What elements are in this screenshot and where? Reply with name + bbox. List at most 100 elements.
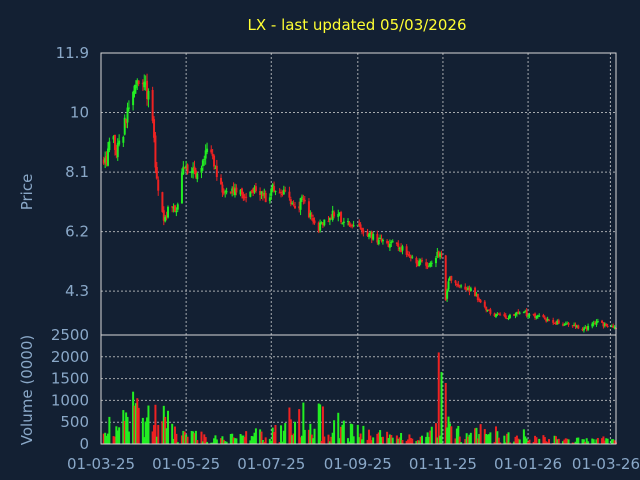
volume-bar — [493, 442, 496, 444]
candle-down — [594, 323, 597, 325]
volume-bar — [341, 424, 344, 444]
volume-bar — [427, 436, 430, 444]
volume-bar — [474, 428, 477, 444]
volume-bar — [425, 436, 428, 444]
candle-down — [407, 254, 410, 256]
candle-up — [546, 319, 549, 321]
volume-bar — [349, 423, 352, 444]
candle-down — [525, 310, 528, 316]
volume-bar — [123, 420, 126, 444]
volume-bar — [229, 433, 232, 444]
candle-up — [320, 222, 323, 224]
volume-bar — [104, 432, 107, 444]
volume-bar — [602, 436, 605, 444]
candle-down — [278, 192, 281, 194]
candle-up — [106, 148, 109, 166]
candle-down — [115, 147, 118, 156]
volume-bar — [281, 441, 284, 444]
volume-bar — [309, 423, 312, 444]
candle-up — [132, 92, 135, 106]
candle-up — [175, 210, 178, 213]
candle-up — [239, 189, 242, 195]
volume-bar — [548, 439, 551, 444]
candle-up — [390, 242, 393, 244]
volume-bar — [284, 423, 287, 444]
volume-bar — [153, 425, 156, 444]
candle-down — [499, 314, 502, 316]
candle-down — [313, 220, 316, 224]
volume-bar — [105, 435, 108, 444]
volume-bar — [225, 441, 228, 444]
candle-down — [440, 254, 443, 256]
candle-up — [224, 191, 227, 193]
volume-bar — [426, 432, 429, 444]
candle-up — [134, 84, 137, 89]
candle-up — [116, 142, 119, 158]
volume-bar — [563, 439, 566, 444]
candle-down — [455, 283, 458, 285]
candle-up — [164, 216, 167, 222]
price-candles — [102, 73, 617, 333]
volume-bar — [264, 437, 267, 444]
volume-bar — [458, 436, 461, 444]
candle-down — [612, 325, 615, 328]
volume-bar — [182, 430, 185, 444]
volume-bar — [603, 440, 606, 444]
candle-up — [203, 158, 206, 160]
candle-down — [409, 256, 412, 259]
candle-up — [136, 80, 139, 85]
candle-up — [127, 107, 130, 109]
candle-down — [162, 210, 165, 221]
candle-up — [610, 326, 613, 328]
volume-bar — [408, 434, 411, 444]
candle-up — [196, 173, 199, 180]
candle-down — [292, 204, 295, 206]
candle-down — [171, 206, 174, 208]
candle-up — [367, 234, 370, 237]
candle-up — [147, 90, 150, 100]
volume-bar — [146, 417, 149, 444]
candle-up — [108, 141, 111, 151]
candle-down — [400, 247, 403, 252]
candle-down — [421, 260, 424, 262]
volume-bar — [535, 437, 538, 444]
volume-bar — [595, 439, 598, 444]
candle-up — [518, 312, 521, 314]
candle-down — [485, 306, 488, 311]
volume-bar — [249, 440, 252, 444]
volume-bar — [395, 435, 398, 444]
volume-bar — [211, 442, 214, 444]
candle-up — [323, 219, 326, 226]
candle-down — [548, 319, 551, 321]
volume-bar — [321, 406, 324, 444]
volume-bar — [221, 436, 224, 444]
volume-bar — [380, 437, 383, 444]
candle-up — [299, 198, 302, 210]
volume-bar — [126, 416, 129, 444]
price-tick-label: 4.3 — [65, 282, 89, 300]
candle-down — [165, 216, 168, 218]
candle-up — [331, 210, 334, 220]
volume-bar — [556, 439, 559, 444]
candle-down — [376, 234, 379, 243]
candle-down — [351, 224, 354, 226]
volume-bar — [340, 426, 343, 444]
volume-bar — [606, 438, 609, 444]
volume-bar — [303, 429, 306, 444]
volume-bar — [166, 410, 169, 444]
volume-bar — [366, 439, 369, 444]
candle-down — [288, 191, 291, 198]
volume-bar — [173, 426, 176, 444]
volume-bar — [278, 442, 281, 444]
volume-bar — [213, 438, 216, 444]
candle-up — [528, 314, 531, 316]
candle-down — [289, 199, 292, 205]
candle-down — [235, 187, 238, 193]
volume-bar — [398, 437, 401, 444]
candle-up — [460, 285, 463, 287]
volume-bar — [591, 438, 594, 444]
candle-up — [274, 190, 277, 192]
volume-bar — [192, 431, 195, 444]
x-tick-label: 01-01-26 — [494, 455, 562, 473]
